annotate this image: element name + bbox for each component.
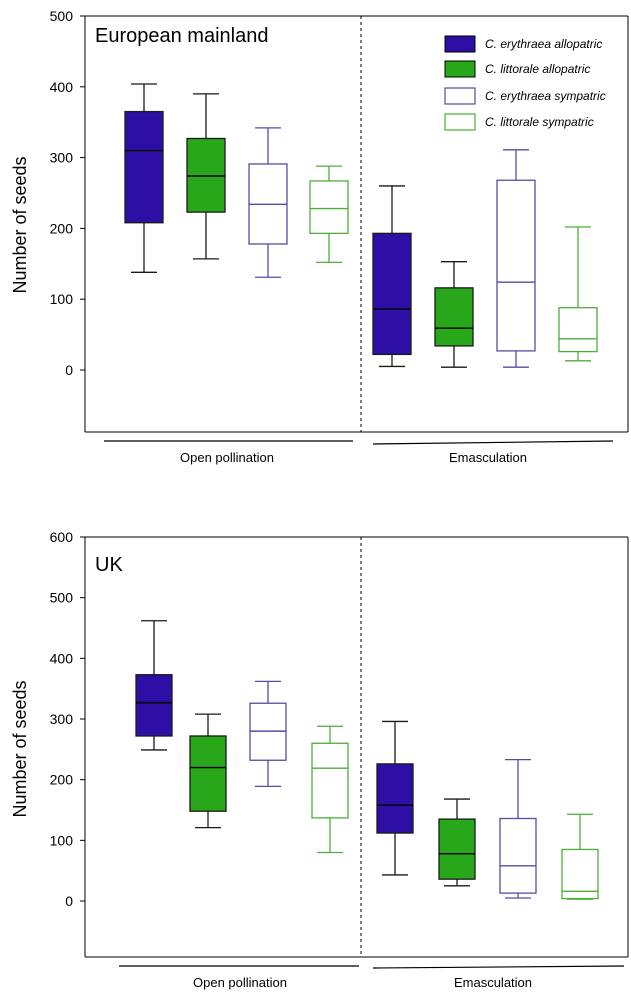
iqr-box <box>434 287 474 347</box>
legend-label-littorale-allopatric: C. littorale allopatric <box>485 62 590 76</box>
box-littorale-sympatric-emasculation <box>561 813 599 900</box>
y-ticks: 0 100 200 300 400 500 <box>50 8 85 378</box>
panel-uk: UK Number of seeds 0 100 200 300 400 500 600 O… <box>10 529 629 990</box>
box-littorale-allopatric-emasculation <box>438 798 476 887</box>
legend-swatch-erythraea-sympatric <box>444 87 476 105</box>
y-tick-label: 600 <box>50 529 74 545</box>
panel-title: European mainland <box>95 25 268 47</box>
legend-label-littorale-sympatric: C. littorale sympatric <box>485 115 594 129</box>
box-erythraea-allopatric-open-pollination <box>124 83 164 273</box>
legend-swatch-littorale-allopatric <box>444 60 476 78</box>
box-erythraea-allopatric-open-pollination <box>135 620 173 751</box>
box-erythraea-allopatric-emasculation <box>372 185 412 368</box>
boxplots <box>124 83 598 368</box>
group-label-emasculation: Emasculation <box>449 450 527 465</box>
box-erythraea-sympatric-open-pollination <box>249 680 287 787</box>
y-tick-label: 200 <box>50 220 74 236</box>
y-tick-label: 400 <box>50 650 74 666</box>
y-tick-label: 0 <box>65 362 73 378</box>
y-tick-label: 300 <box>50 711 74 727</box>
legend-label-erythraea-allopatric: C. erythraea allopatric <box>485 37 602 51</box>
legend-label-erythraea-sympatric: C. erythraea sympatric <box>485 89 606 103</box>
iqr-box <box>438 818 476 880</box>
group-label-open-pollination: Open pollination <box>180 450 274 465</box>
legend-swatch-erythraea-allopatric <box>444 35 476 53</box>
y-axis-label: Number of seeds <box>10 156 30 293</box>
y-tick-label: 400 <box>50 79 74 95</box>
iqr-box <box>499 817 537 894</box>
y-tick-label: 500 <box>50 8 74 24</box>
group-label-open-pollination: Open pollination <box>193 975 287 990</box>
box-erythraea-sympatric-emasculation <box>499 758 537 899</box>
y-ticks: 0 100 200 300 400 500 600 <box>50 529 85 909</box>
y-tick-label: 300 <box>50 150 74 166</box>
iqr-box <box>124 110 164 224</box>
y-tick-label: 100 <box>50 832 74 848</box>
box-littorale-allopatric-open-pollination <box>186 93 226 260</box>
iqr-box <box>558 307 598 353</box>
box-littorale-sympatric-emasculation <box>558 226 598 362</box>
group-underline-emasculation <box>372 440 614 445</box>
box-littorale-sympatric-open-pollination <box>309 165 349 264</box>
iqr-box <box>561 848 599 900</box>
y-tick-label: 100 <box>50 291 74 307</box>
panel-european-mainland: European mainland Number of seeds 0 100 20… <box>10 8 629 465</box>
y-tick-label: 0 <box>65 893 73 909</box>
box-littorale-allopatric-open-pollination <box>189 713 227 829</box>
box-erythraea-sympatric-emasculation <box>496 149 536 368</box>
group-label-emasculation: Emasculation <box>454 975 532 990</box>
group-underline-emasculation <box>372 965 625 969</box>
iqr-box <box>135 674 173 737</box>
legend: C. erythraea allopatric C. littorale all… <box>444 35 606 131</box>
y-tick-label: 500 <box>50 590 74 606</box>
iqr-box <box>496 179 536 352</box>
iqr-box <box>311 742 349 819</box>
box-erythraea-allopatric-emasculation <box>376 720 414 876</box>
y-tick-label: 200 <box>50 772 74 788</box>
box-littorale-allopatric-emasculation <box>434 261 474 368</box>
box-littorale-sympatric-open-pollination <box>311 725 349 854</box>
box-erythraea-sympatric-open-pollination <box>248 127 288 278</box>
iqr-box <box>309 180 349 235</box>
iqr-box <box>372 232 412 356</box>
legend-swatch-littorale-sympatric <box>444 113 476 131</box>
iqr-box <box>376 763 414 834</box>
boxplots <box>135 620 599 900</box>
panel-title: UK <box>95 554 123 576</box>
iqr-box <box>189 735 227 812</box>
y-axis-label: Number of seeds <box>10 680 30 817</box>
iqr-box <box>186 137 226 213</box>
